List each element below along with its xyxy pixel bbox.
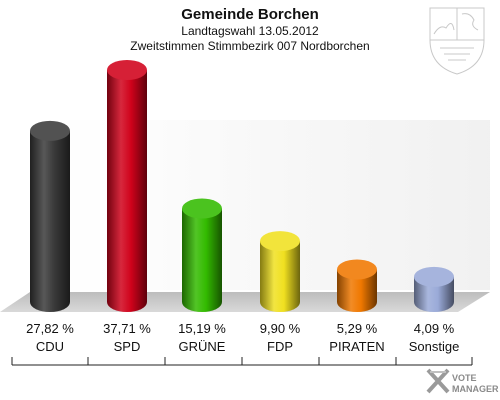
chart-subtitle: Landtagswahl 13.05.2012	[181, 24, 319, 38]
bar-cdu	[30, 120, 70, 312]
value-label-fdp: 9,90 %	[260, 321, 301, 336]
category-label-spd: SPD	[114, 339, 141, 354]
chart-subtitle-2: Zweitstimmen Stimmbezirk 007 Nordborchen	[130, 39, 369, 53]
value-label-sonstige: 4,09 %	[414, 321, 455, 336]
category-label-cdu: CDU	[36, 339, 64, 354]
bar-fdp	[260, 231, 300, 312]
logo-line-2: MANAGER	[452, 384, 499, 394]
logo-line-1: VOTE	[452, 373, 477, 383]
vote-manager-logo: VOTE MANAGER	[426, 368, 499, 394]
value-label-piraten: 5,29 %	[337, 321, 378, 336]
category-label-piraten: PIRATEN	[329, 339, 384, 354]
category-axis	[11, 357, 473, 366]
nrw-coat-of-arms-icon	[429, 7, 485, 75]
x-mark-icon	[426, 368, 450, 394]
category-label-sonstige: Sonstige	[409, 339, 460, 354]
category-label-grüne: GRÜNE	[179, 339, 226, 354]
value-label-cdu: 27,82 %	[26, 321, 74, 336]
bar-grüne	[182, 198, 222, 312]
value-label-spd: 37,71 %	[103, 321, 151, 336]
chart-title: Gemeinde Borchen	[181, 6, 319, 23]
category-label-fdp: FDP	[267, 339, 293, 354]
bar-sonstige	[414, 266, 454, 312]
bar-spd	[107, 60, 147, 312]
chart-backdrop	[55, 120, 490, 290]
value-label-grüne: 15,19 %	[178, 321, 226, 336]
bar-piraten	[337, 259, 377, 312]
